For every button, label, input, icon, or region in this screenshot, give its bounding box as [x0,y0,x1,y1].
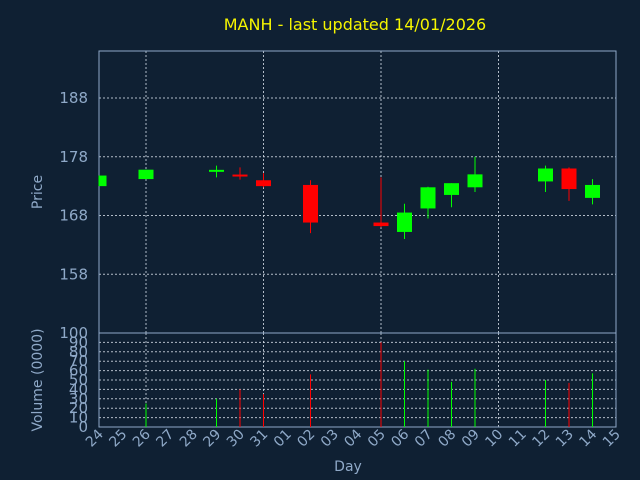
price-tick-label: 178 [59,148,88,166]
volume-axis-label: Volume (0000) [30,328,46,431]
candle-body [99,175,107,187]
x-tick-label: 02 [294,427,318,451]
candle-body [256,180,271,187]
volume-tick-label: 100 [59,324,88,342]
volume-tick-label: 0 [78,418,88,436]
chart-title: MANH - last updated 14/01/2026 [224,15,486,34]
candle-body [561,168,577,190]
price-tick-label: 158 [59,265,88,283]
x-axis-ticks: 24 25 26 27 28 29 30 31 01 02 03 04 05 06 07 08 09 10 11 12… [83,426,624,450]
candle-body [303,184,318,223]
x-tick-label: 03 [318,427,342,451]
volume-tick-label: 10 [69,409,88,427]
volume-tick-label: 20 [69,399,88,417]
x-axis-label: Day [334,459,362,475]
x-tick-label: 13 [553,427,577,451]
price-tick-label: 188 [59,89,88,107]
x-tick-label: 10 [482,427,506,451]
volume-tick-label: 80 [69,343,88,361]
x-tick-label: 31 [247,427,271,451]
candle-body [585,184,600,198]
price-grid [99,51,617,333]
price-axis-label: Price [30,175,46,209]
price-axis-ticks: 158 168 178 188 [59,89,88,283]
x-tick-label: 07 [412,427,436,451]
x-tick-label: 30 [224,427,248,451]
x-tick-label: 28 [177,427,201,451]
candle-body [538,168,553,182]
volume-tick-label: 50 [69,371,88,389]
candle-body [420,187,436,209]
volume-tick-label: 70 [69,352,88,370]
volume-bars [145,342,593,427]
candle-body [373,222,389,227]
x-tick-label: 12 [529,427,553,451]
x-tick-label: 06 [388,426,412,450]
x-tick-label: 27 [153,427,177,451]
x-tick-label: 29 [200,427,224,451]
x-tick-label: 26 [130,426,154,450]
x-tick-label: 08 [435,427,459,451]
price-panel-frame [98,50,617,334]
x-tick-label: 04 [341,426,365,450]
x-tick-label: 25 [106,427,130,451]
volume-panel-frame [98,332,617,428]
candle-body [444,183,459,195]
volume-tick-label: 90 [69,333,88,351]
volume-tick-label: 60 [69,362,88,380]
x-tick-label: 01 [271,427,295,451]
volume-tick-label: 40 [69,380,88,398]
candle-body [467,174,483,188]
candle-body [397,212,412,232]
x-tick-label: 11 [506,427,530,451]
candle-body [209,169,224,172]
volume-tick-label: 30 [69,390,88,408]
candle-body [232,174,248,177]
candles [98,156,600,239]
x-tick-label: 09 [459,427,483,451]
x-tick-label: 14 [576,426,600,450]
volume-grid [99,333,617,427]
candle-body [138,169,154,180]
x-tick-label: 05 [365,427,389,451]
price-tick-label: 168 [59,207,88,225]
x-tick-label: 15 [600,427,624,451]
